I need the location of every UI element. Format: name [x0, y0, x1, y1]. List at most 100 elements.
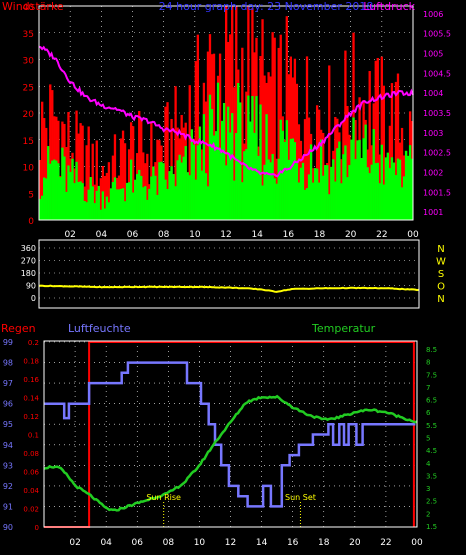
wind-gust-bar — [269, 76, 272, 221]
sunrise-label: Sun Rise — [146, 493, 181, 502]
wind-average-bar — [301, 162, 305, 220]
wind-gust-bar — [85, 145, 88, 220]
wind-average-bar — [152, 166, 155, 220]
wind-average-bar — [261, 185, 264, 220]
wind-gust-bar — [307, 117, 311, 220]
wind-average-bar — [380, 144, 383, 220]
wind-average-bar — [186, 172, 189, 220]
humidity-y-tick: 95 — [3, 420, 13, 429]
wind-average-bar — [127, 182, 131, 220]
wind-gust-bar — [390, 83, 394, 220]
wind-average-bar — [392, 162, 396, 220]
humidity-y-tick: 98 — [3, 359, 13, 368]
wind-gust-bar — [105, 172, 109, 220]
wind-average-bar — [303, 189, 307, 220]
wind-average-bar — [218, 148, 222, 220]
wind-average-bar — [237, 83, 240, 221]
wind-gust-bar — [87, 126, 90, 220]
wind-average-bar — [91, 186, 94, 220]
rain-y-tick: 0.04 — [23, 487, 39, 495]
wind-gust-bar — [43, 118, 46, 220]
wind-average-bar — [134, 179, 137, 220]
wind-y-tick: 25 — [23, 83, 34, 93]
wind-gust-bar — [273, 37, 276, 221]
wind-gust-bar — [287, 74, 290, 220]
rain-y-tick: 0.02 — [23, 506, 39, 514]
wind-average-bar — [220, 120, 224, 220]
wind-gust-bar — [206, 51, 210, 220]
wind-average-bar — [168, 171, 171, 220]
pressure-axis-label: Luftdruck — [363, 0, 415, 13]
wind-gust-bar — [39, 159, 42, 220]
wind-gust-bar — [131, 126, 135, 220]
wind-average-bar — [59, 177, 62, 220]
wind-average-bar — [281, 130, 284, 220]
wind-x-tick: 02 — [64, 230, 75, 240]
wind-gust-bar — [150, 121, 153, 220]
direction-y-tick: 90 — [26, 282, 36, 291]
wind-average-bar — [243, 151, 246, 220]
wind-gust-bar — [303, 119, 307, 220]
wind-average-bar — [162, 163, 165, 220]
wind-average-bar — [107, 202, 111, 220]
wind-average-bar — [255, 96, 258, 220]
wind-average-bar — [402, 176, 406, 220]
wind-average-bar — [311, 182, 315, 220]
wind-average-bar — [208, 94, 212, 220]
wind-average-bar — [374, 163, 377, 220]
wind-gust-bar — [49, 84, 52, 220]
wind-average-bar — [376, 162, 379, 220]
wind-average-bar — [267, 159, 270, 220]
pressure-y-tick: 1005.5 — [423, 30, 451, 39]
wind-average-bar — [79, 181, 82, 220]
wind-average-bar — [121, 188, 125, 220]
wind-average-bar — [140, 175, 143, 220]
humidity-y-tick: 92 — [3, 482, 13, 491]
wind-average-bar — [305, 188, 309, 220]
wind-average-bar — [358, 139, 361, 220]
rain-y-tick: 0.1 — [28, 432, 39, 440]
wind-gust-bar — [394, 81, 398, 220]
rain-y-tick: 0 — [35, 524, 39, 532]
wind-gust-bar — [317, 109, 321, 220]
temperature-y-tick: 7.5 — [426, 371, 437, 379]
temperature-y-tick: 7 — [426, 384, 430, 392]
wind-average-bar — [115, 189, 119, 220]
wind-average-bar — [77, 181, 80, 220]
wind-average-bar — [320, 139, 323, 220]
wind-gust-bar — [315, 105, 319, 220]
wind-average-bar — [101, 191, 104, 220]
wind-gust-bar — [123, 143, 127, 220]
wind-average-bar — [113, 177, 117, 220]
wind-average-bar — [275, 183, 278, 220]
wind-average-bar — [73, 183, 76, 220]
compass-label: N — [437, 244, 444, 255]
sunset-label: Sun Set — [285, 493, 316, 502]
wind-average-bar — [83, 200, 86, 220]
climate-x-axis-ticks: 02 04 06 08 10 12 14 16 18 20 22 00 — [69, 538, 423, 548]
temperature-y-tick: 2 — [426, 510, 430, 518]
temperature-y-tick: 8.5 — [426, 346, 437, 354]
climate-x-tick: 06 — [132, 538, 144, 548]
wind-average-bar — [368, 173, 371, 220]
wind-average-bar — [394, 175, 398, 220]
wind-gust-bar — [261, 19, 264, 221]
wind-gust-bar — [91, 143, 94, 220]
wind-average-bar — [111, 182, 115, 220]
wind-average-bar — [313, 168, 317, 220]
wind-average-bar — [283, 141, 286, 220]
wind-x-tick: 20 — [345, 230, 357, 240]
wind-average-bar — [360, 157, 363, 220]
temperature-y-tick: 1.5 — [426, 523, 437, 531]
wind-average-bar — [174, 186, 177, 220]
chart-title: 24 hour graph day: 23 November 2018 — [159, 0, 374, 13]
wind-x-tick: 16 — [283, 230, 295, 240]
wind-y-tick: 30 — [23, 57, 35, 67]
wind-average-bar — [293, 142, 297, 220]
wind-gust-bar — [346, 106, 349, 220]
temperature-y-axis-ticks: 1.5 2 2.5 3 3.5 4 4.5 5 5.5 6 6.5 7 7.5 8 8.5 — [426, 346, 437, 531]
wind-gust-bar — [396, 73, 400, 220]
wind-gust-bar — [334, 117, 337, 220]
wind-average-bar — [382, 184, 385, 220]
